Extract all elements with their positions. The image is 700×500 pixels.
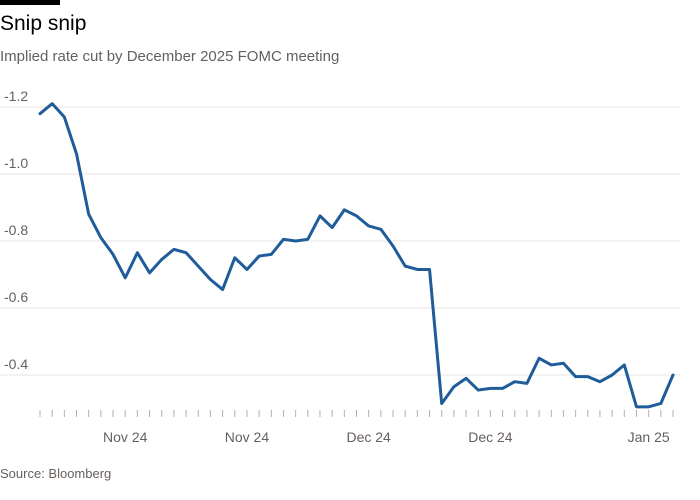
y-tick-label: -1.0 (4, 155, 28, 171)
series-line (38, 102, 675, 409)
y-tick-label: -1.2 (4, 88, 28, 104)
x-tick-label: Jan 25 (628, 429, 670, 445)
x-axis (39, 410, 674, 417)
x-tick-label: Dec 24 (468, 429, 513, 445)
series (38, 102, 675, 409)
y-tick-label: -0.6 (4, 289, 28, 305)
x-tick-label: Nov 24 (103, 429, 148, 445)
line-chart: -1.2 -1.0 -0.8 -0.6 -0.4 Nov 24 Nov 24 Dec 24 D… (0, 88, 680, 445)
source-note: Source: Bloomberg (0, 466, 112, 481)
y-tick-label: -0.8 (4, 222, 28, 238)
brand-bar (0, 0, 60, 5)
x-axis-labels: Nov 24 Nov 24 Dec 24 Dec 24 Jan 25 (103, 429, 670, 445)
y-axis-labels: -1.2 -1.0 -0.8 -0.6 -0.4 (4, 88, 28, 372)
chart-subtitle: Implied rate cut by December 2025 FOMC m… (0, 48, 340, 65)
chart-title: Snip snip (0, 12, 87, 35)
y-tick-label: -0.4 (4, 356, 28, 372)
x-tick-label: Nov 24 (225, 429, 270, 445)
x-tick-label: Dec 24 (346, 429, 391, 445)
gridlines (0, 106, 680, 376)
